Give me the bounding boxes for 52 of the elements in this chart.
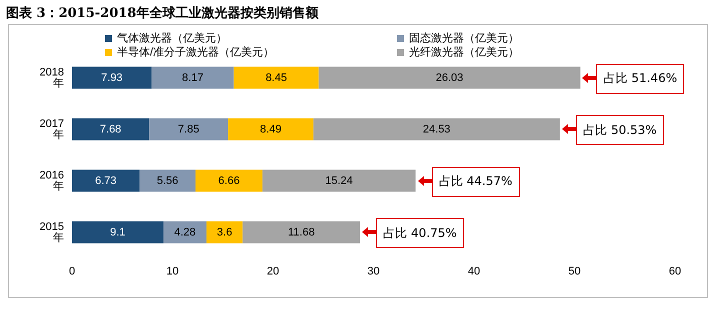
data-label: 3.6 bbox=[216, 226, 232, 238]
bar bbox=[72, 118, 150, 140]
data-label: 8.17 bbox=[182, 72, 204, 84]
annotation: 占比 44.57% bbox=[432, 166, 520, 197]
annotation: 占比 40.75% bbox=[376, 218, 464, 248]
x-tick-label: 0 bbox=[68, 266, 76, 278]
bar bbox=[228, 118, 314, 140]
data-label: 8.49 bbox=[260, 123, 282, 136]
annotation: 占比 50.53% bbox=[576, 115, 664, 146]
x-tick-label: 40 bbox=[468, 266, 480, 278]
legend-label: 半导体/准分子激光器（亿美元） bbox=[117, 46, 274, 58]
y-tick-label: 2016年 bbox=[40, 169, 64, 192]
bar bbox=[313, 118, 560, 140]
chart-title: 图表 3：2015-2018年全球工业激光器按类别销售额 bbox=[6, 4, 318, 22]
data-label: 24.53 bbox=[422, 123, 450, 136]
bar bbox=[242, 221, 360, 244]
y-tick-label: 2015年 bbox=[40, 220, 64, 244]
data-label: 11.68 bbox=[288, 226, 315, 238]
x-tick-label: 20 bbox=[266, 266, 280, 278]
x-tick-label: 60 bbox=[668, 266, 682, 278]
data-label: 7.93 bbox=[101, 72, 123, 84]
y-tick-label: 2018年 bbox=[40, 66, 64, 90]
x-tick-label: 50 bbox=[568, 266, 581, 278]
data-label: 7.85 bbox=[178, 123, 200, 136]
data-label: 9.1 bbox=[110, 226, 126, 238]
y-tick-label: 2017年 bbox=[40, 118, 64, 141]
bar bbox=[72, 66, 152, 89]
data-label: 6.66 bbox=[218, 174, 240, 187]
annotation: 占比 51.46% bbox=[596, 64, 684, 94]
legend-label: 光纤激光器（亿美元） bbox=[409, 46, 519, 58]
bar bbox=[72, 170, 140, 192]
x-tick-label: 30 bbox=[367, 266, 380, 278]
x-tick-label: 10 bbox=[166, 266, 179, 278]
bar bbox=[163, 221, 206, 244]
bar bbox=[72, 221, 164, 244]
data-label: 15.24 bbox=[325, 174, 353, 187]
bar bbox=[318, 66, 580, 89]
bar bbox=[140, 170, 196, 192]
legend-label: 气体激光器（亿美元） bbox=[117, 32, 227, 44]
bar bbox=[152, 66, 234, 89]
data-label: 7.68 bbox=[100, 123, 122, 136]
data-label: 26.03 bbox=[436, 72, 464, 84]
data-label: 8.45 bbox=[266, 72, 287, 84]
bar bbox=[262, 170, 416, 192]
data-label: 6.73 bbox=[95, 174, 117, 187]
bar bbox=[206, 221, 243, 244]
data-label: 5.56 bbox=[156, 174, 178, 187]
data-label: 4.28 bbox=[174, 226, 196, 238]
bar bbox=[149, 118, 228, 140]
bar bbox=[234, 66, 319, 89]
bar bbox=[196, 170, 262, 192]
legend-label: 固态激光器（亿美元） bbox=[409, 32, 519, 44]
